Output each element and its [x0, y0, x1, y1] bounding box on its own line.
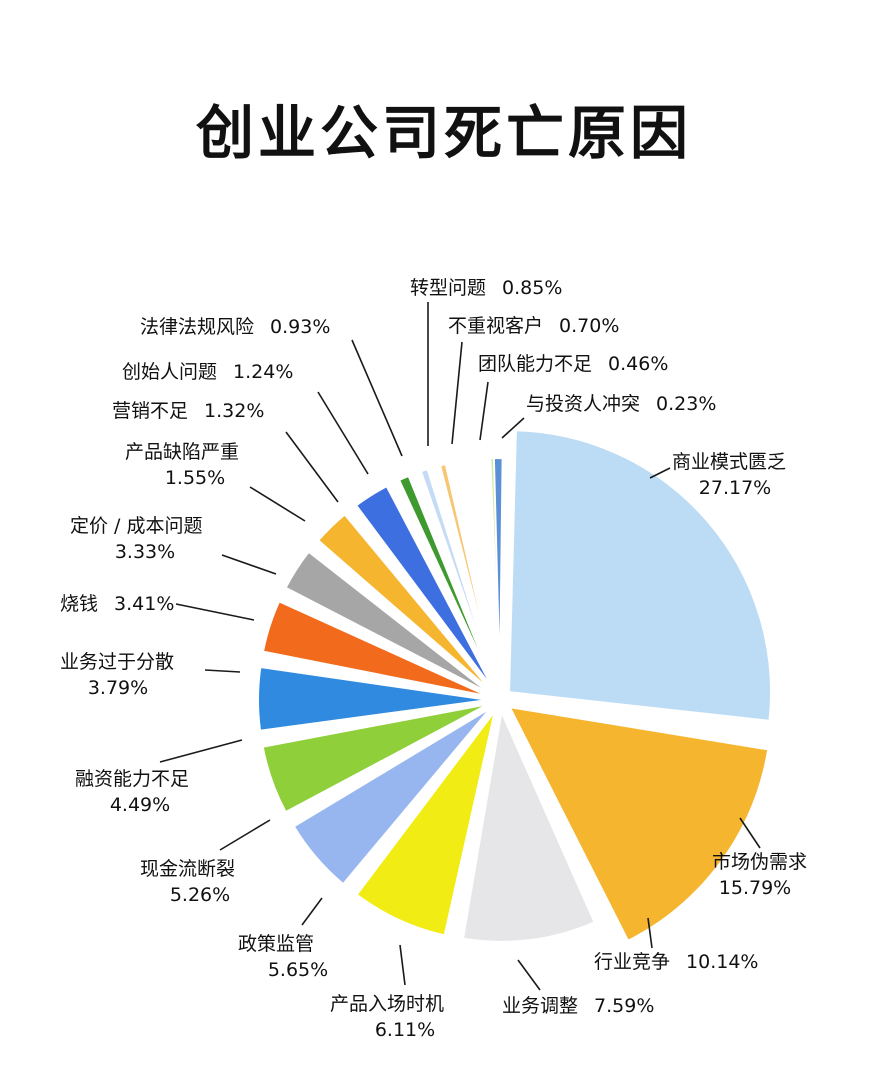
slice-value-label: 0.70%: [559, 315, 619, 337]
slice-name-label: 行业竞争: [594, 951, 670, 973]
pie-slice-7: [257, 665, 489, 732]
slice-value-label: 6.11%: [375, 1019, 435, 1041]
slice-name-label: 转型问题: [410, 277, 486, 299]
pie-slice-3: [461, 708, 596, 943]
pie-slice-11: [354, 484, 495, 691]
chart-title: 创业公司死亡原因: [195, 99, 692, 167]
slice-value-label: 3.33%: [115, 541, 175, 563]
slice-value-label: 0.85%: [502, 277, 562, 299]
slice-name-label: 法律法规风险: [140, 316, 254, 338]
pie-slice-5: [292, 706, 492, 886]
slice-value-label: 0.93%: [270, 316, 330, 338]
leader-line-19: [501, 417, 525, 439]
slice-value-label: 15.79%: [719, 877, 791, 899]
pie-slice-12: [397, 474, 497, 690]
slice-name-label: 现金流断裂: [140, 858, 235, 880]
pie-slice-4: [355, 710, 496, 937]
slice-name-label: 产品入场时机: [330, 993, 444, 1015]
slice-value-label: 1.32%: [204, 400, 264, 422]
slice-name-label: 营销不足: [112, 400, 188, 422]
slice-name-label: 商业模式匮乏: [672, 451, 786, 473]
leader-line-1: [649, 467, 671, 479]
slice-name-label: 产品缺陷严重: [125, 441, 239, 463]
leader-line-14: [317, 391, 369, 475]
leader-line-8: [159, 739, 243, 763]
pie-slice-8: [261, 600, 489, 698]
slice-name-label: 业务过于分散: [60, 651, 174, 673]
leader-line-2: [739, 817, 761, 849]
slice-name-label: 与投资人冲突: [526, 393, 640, 415]
leader-line-3: [647, 917, 653, 949]
leader-line-5: [399, 944, 406, 986]
pie-slice-15: [457, 460, 499, 689]
leader-line-7: [219, 819, 271, 851]
slice-value-label: 5.65%: [268, 959, 328, 981]
pie-slice-19: [492, 456, 504, 689]
slice-value-label: 4.49%: [110, 794, 170, 816]
slice-value-label: 5.26%: [170, 884, 230, 906]
pie-slice-13: [419, 467, 498, 689]
pie-slice-10: [316, 513, 493, 693]
slice-value-label: 27.17%: [699, 477, 771, 499]
slice-value-label: 1.24%: [233, 361, 293, 383]
slice-name-label: 创始人问题: [122, 361, 217, 383]
leader-line-11: [221, 554, 277, 575]
slice-name-label: 烧钱: [60, 593, 98, 615]
pie-slice-16: [471, 458, 500, 689]
slice-name-label: 政策监管: [238, 933, 314, 955]
pie-slice-6: [261, 702, 490, 814]
pie-slice-14: [438, 462, 499, 689]
slice-value-label: 1.55%: [165, 467, 225, 489]
slice-name-label: 定价 / 成本问题: [70, 515, 202, 537]
slice-name-label: 融资能力不足: [75, 768, 189, 790]
slice-value-label: 3.41%: [114, 593, 174, 615]
slice-name-label: 团队能力不足: [478, 353, 592, 375]
leader-line-18: [479, 381, 489, 441]
leader-line-13: [285, 431, 339, 503]
slice-value-label: 0.23%: [656, 393, 716, 415]
slice-value-label: 3.79%: [88, 677, 148, 699]
pie-slice-1: [508, 429, 773, 722]
pie-slice-17: [482, 457, 501, 689]
slice-value-label: 0.46%: [608, 353, 668, 375]
leader-line-6: [301, 897, 323, 926]
leader-line-9: [204, 669, 241, 673]
slice-name-label: 不重视客户: [448, 315, 543, 337]
pie-slice-9: [284, 550, 491, 695]
slice-value-label: 10.14%: [686, 951, 758, 973]
leader-line-15: [351, 339, 403, 457]
leader-line-12: [249, 486, 306, 522]
leader-line-10: [175, 603, 255, 621]
leader-line-4: [517, 959, 541, 991]
slice-value-label: 7.59%: [594, 995, 654, 1017]
slice-name-label: 业务调整: [502, 995, 578, 1017]
slice-name-label: 市场伪需求: [712, 851, 807, 873]
leader-line-17: [451, 341, 463, 445]
